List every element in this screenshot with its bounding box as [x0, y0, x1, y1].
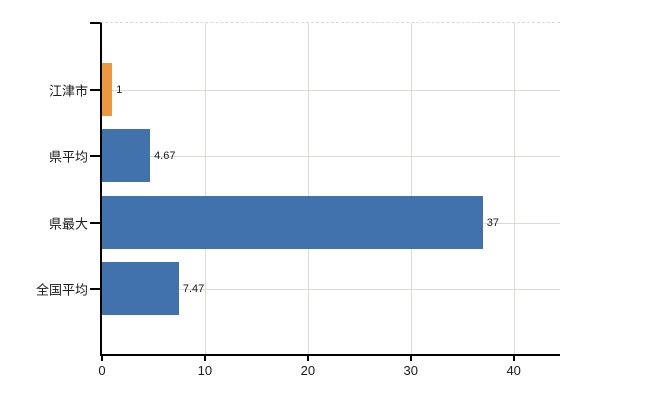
category-label: 江津市	[48, 83, 88, 98]
x-tick-mark	[101, 356, 103, 361]
vertical-gridline	[410, 23, 412, 354]
value-label: 4.67	[154, 149, 176, 162]
horizontal-gridline	[102, 288, 560, 290]
value-label: 1	[116, 83, 123, 96]
bar	[102, 129, 151, 182]
value-label: 7.47	[182, 282, 205, 295]
category-label: 県平均	[48, 149, 88, 164]
plot-area: 江津市 1 県平均 4.67 県最大 37 全国平均 7.47 0 10 20 30 4…	[36, 22, 560, 378]
x-tick-label: 0	[98, 363, 106, 378]
bar-row: 県最大 37	[49, 196, 560, 249]
bar	[102, 196, 483, 249]
value-label: 37	[486, 216, 500, 229]
category-label: 全国平均	[35, 282, 88, 297]
x-tick-label: 40	[506, 363, 521, 378]
x-tick-mark	[512, 356, 515, 361]
horizontal-gridline	[102, 89, 560, 91]
y-axis-top-tick	[90, 22, 100, 24]
category-label: 県最大	[48, 216, 88, 231]
x-tick-label: 10	[197, 363, 213, 378]
vertical-gridline	[307, 23, 309, 354]
vertical-gridline	[513, 23, 515, 354]
x-axis: 0 10 20 30 40	[98, 354, 560, 384]
x-tick-mark	[306, 356, 309, 361]
bar	[102, 262, 179, 315]
rows-layer: 江津市 1 県平均 4.67 県最大 37 全国平均 7.47	[36, 23, 560, 354]
x-tick-label: 30	[403, 363, 418, 378]
x-tick-label: 20	[300, 363, 316, 378]
horizontal-gridline	[102, 155, 560, 157]
x-tick-mark	[203, 356, 206, 361]
bar-row: 江津市 1	[49, 63, 560, 116]
bar-row: 全国平均 7.47	[36, 262, 560, 315]
bar	[102, 63, 113, 116]
vertical-gridline	[204, 23, 206, 354]
bar-row: 県平均 4.67	[49, 129, 560, 182]
x-tick-mark	[409, 356, 412, 361]
